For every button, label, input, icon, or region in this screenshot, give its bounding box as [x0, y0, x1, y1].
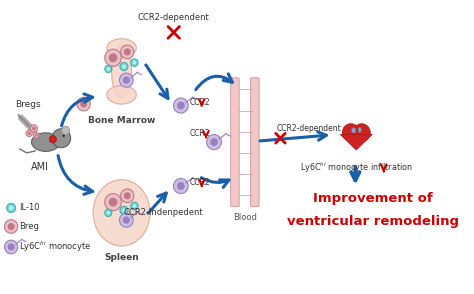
Circle shape [133, 204, 136, 208]
Circle shape [120, 206, 128, 215]
Circle shape [121, 45, 134, 59]
Circle shape [120, 62, 128, 71]
Circle shape [105, 209, 112, 216]
Circle shape [63, 135, 65, 137]
Circle shape [107, 211, 110, 215]
Text: ventricular remodeling: ventricular remodeling [287, 215, 459, 228]
Circle shape [173, 178, 188, 193]
Text: Bregs: Bregs [15, 100, 41, 108]
FancyBboxPatch shape [231, 78, 239, 206]
Circle shape [30, 125, 37, 132]
Circle shape [105, 49, 121, 66]
Circle shape [105, 65, 112, 73]
Text: IL-10: IL-10 [18, 203, 39, 213]
Circle shape [62, 126, 70, 135]
Circle shape [26, 130, 32, 136]
Circle shape [131, 59, 138, 66]
Text: CCR2-dependent: CCR2-dependent [277, 124, 341, 133]
Circle shape [4, 220, 18, 233]
Circle shape [177, 102, 185, 109]
Circle shape [109, 198, 118, 207]
Circle shape [105, 193, 121, 211]
Ellipse shape [107, 86, 137, 104]
FancyBboxPatch shape [251, 78, 259, 206]
Circle shape [123, 76, 130, 84]
Ellipse shape [112, 45, 132, 98]
Circle shape [8, 243, 15, 250]
Text: Improvement of: Improvement of [313, 192, 433, 205]
Ellipse shape [358, 128, 361, 132]
Circle shape [124, 192, 131, 199]
Circle shape [353, 124, 370, 141]
Circle shape [342, 124, 360, 141]
Circle shape [77, 97, 91, 111]
Ellipse shape [107, 39, 137, 57]
Text: CCR2: CCR2 [190, 178, 210, 187]
Text: CCR2: CCR2 [190, 98, 210, 107]
Circle shape [119, 73, 133, 87]
Text: Breg: Breg [18, 222, 38, 231]
Ellipse shape [31, 133, 60, 151]
Circle shape [123, 216, 130, 224]
Text: CCR2-Indenpedent: CCR2-Indenpedent [123, 208, 203, 217]
Ellipse shape [352, 128, 356, 133]
Polygon shape [340, 134, 372, 150]
Circle shape [131, 202, 138, 210]
Circle shape [27, 132, 31, 135]
Circle shape [210, 138, 218, 146]
Circle shape [9, 206, 13, 210]
Circle shape [122, 65, 126, 69]
Circle shape [33, 132, 39, 138]
Circle shape [107, 67, 110, 71]
Text: Spleen: Spleen [104, 253, 139, 262]
Circle shape [7, 203, 16, 213]
Circle shape [109, 53, 118, 62]
Circle shape [207, 135, 221, 150]
Circle shape [177, 182, 185, 190]
Circle shape [119, 213, 133, 227]
Circle shape [4, 240, 18, 254]
Text: Ly6C$^{hi}$ monocyte infiltration: Ly6C$^{hi}$ monocyte infiltration [300, 160, 413, 175]
Circle shape [122, 208, 126, 212]
Ellipse shape [93, 180, 150, 246]
Circle shape [121, 189, 134, 203]
Text: Blood: Blood [233, 213, 257, 222]
Circle shape [49, 136, 56, 143]
Circle shape [52, 129, 71, 148]
Text: AMI: AMI [31, 162, 49, 172]
Circle shape [173, 98, 188, 113]
Circle shape [80, 101, 87, 108]
Circle shape [32, 126, 36, 130]
Text: Ly6C$^{hi}$ monocyte: Ly6C$^{hi}$ monocyte [18, 240, 91, 254]
Text: CCR2-dependent: CCR2-dependent [138, 13, 210, 22]
Circle shape [8, 223, 15, 230]
Text: CCR2: CCR2 [190, 129, 210, 138]
Circle shape [124, 48, 131, 56]
Circle shape [133, 61, 136, 64]
Circle shape [35, 134, 38, 137]
Text: Bone Marrow: Bone Marrow [88, 116, 155, 125]
